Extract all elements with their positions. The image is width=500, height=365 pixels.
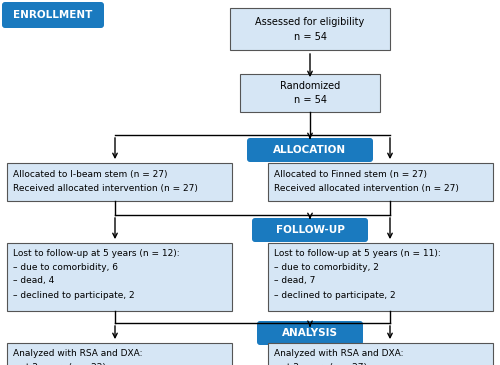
Text: – at 2 years (n = 22): – at 2 years (n = 22) (13, 362, 106, 365)
Text: Analyzed with RSA and DXA:: Analyzed with RSA and DXA: (13, 349, 142, 357)
FancyBboxPatch shape (268, 243, 493, 311)
FancyBboxPatch shape (2, 2, 104, 28)
Text: FOLLOW-UP: FOLLOW-UP (276, 225, 344, 235)
FancyBboxPatch shape (257, 321, 363, 345)
FancyBboxPatch shape (268, 163, 493, 201)
Text: ALLOCATION: ALLOCATION (274, 145, 346, 155)
FancyBboxPatch shape (7, 243, 232, 311)
FancyBboxPatch shape (268, 343, 493, 365)
Text: Analyzed with RSA and DXA:: Analyzed with RSA and DXA: (274, 349, 404, 357)
FancyBboxPatch shape (240, 74, 380, 112)
Text: ANALYSIS: ANALYSIS (282, 328, 338, 338)
Text: – at 2 years (n = 27): – at 2 years (n = 27) (274, 362, 367, 365)
Text: n = 54: n = 54 (294, 95, 326, 105)
Text: Randomized: Randomized (280, 81, 340, 91)
FancyBboxPatch shape (7, 163, 232, 201)
Text: ENROLLMENT: ENROLLMENT (14, 10, 92, 20)
Text: – due to comorbidity, 2: – due to comorbidity, 2 (274, 262, 379, 272)
Text: – dead, 4: – dead, 4 (13, 277, 54, 285)
Text: Allocated to Finned stem (n = 27): Allocated to Finned stem (n = 27) (274, 170, 427, 180)
FancyBboxPatch shape (7, 343, 232, 365)
Text: Received allocated intervention (n = 27): Received allocated intervention (n = 27) (274, 184, 459, 193)
Text: Allocated to I-beam stem (n = 27): Allocated to I-beam stem (n = 27) (13, 170, 168, 180)
Text: Assessed for eligibility: Assessed for eligibility (256, 17, 364, 27)
FancyBboxPatch shape (247, 138, 373, 162)
FancyBboxPatch shape (230, 8, 390, 50)
FancyBboxPatch shape (252, 218, 368, 242)
Text: Lost to follow-up at 5 years (n = 11):: Lost to follow-up at 5 years (n = 11): (274, 249, 441, 257)
Text: Lost to follow-up at 5 years (n = 12):: Lost to follow-up at 5 years (n = 12): (13, 249, 179, 257)
Text: Received allocated intervention (n = 27): Received allocated intervention (n = 27) (13, 184, 198, 193)
Text: – dead, 7: – dead, 7 (274, 277, 316, 285)
Text: – due to comorbidity, 6: – due to comorbidity, 6 (13, 262, 118, 272)
Text: – declined to participate, 2: – declined to participate, 2 (274, 291, 396, 300)
Text: n = 54: n = 54 (294, 32, 326, 42)
Text: – declined to participate, 2: – declined to participate, 2 (13, 291, 134, 300)
